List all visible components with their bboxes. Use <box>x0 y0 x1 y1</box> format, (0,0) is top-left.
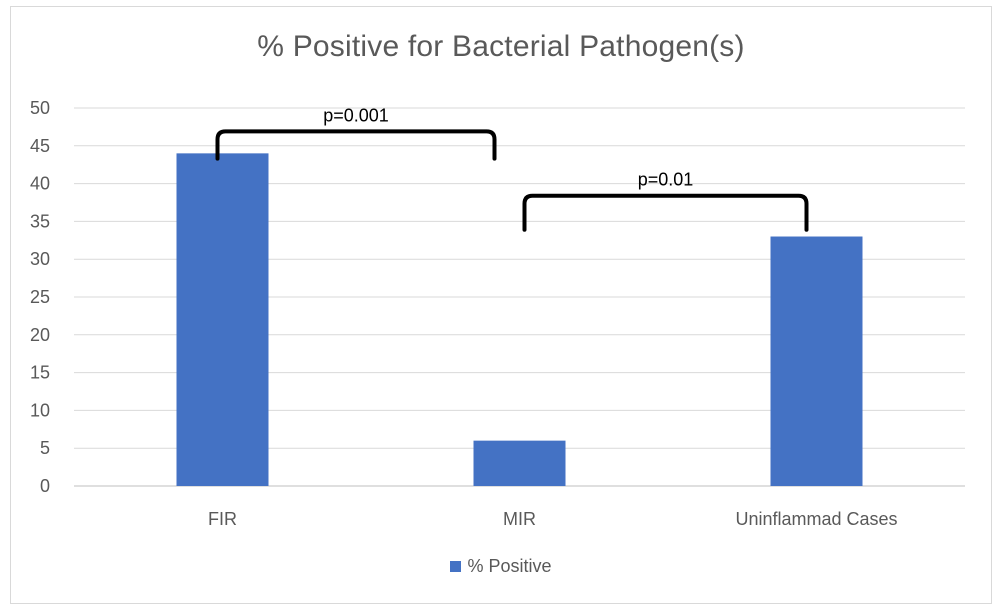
x-category-label: Uninflammad Cases <box>735 509 897 529</box>
y-tick-label: 30 <box>30 249 50 269</box>
y-tick-label: 15 <box>30 363 50 383</box>
legend: % Positive <box>0 556 1002 577</box>
significance-bracket <box>215 129 497 161</box>
chart-title: % Positive for Bacterial Pathogen(s) <box>257 30 745 63</box>
legend-label: % Positive <box>467 556 552 576</box>
bar-fir <box>176 153 269 487</box>
significance-bracket <box>522 193 809 232</box>
y-tick-label: 40 <box>30 174 50 194</box>
x-category-label: FIR <box>208 509 237 529</box>
y-tick-label: 10 <box>30 400 50 420</box>
legend-swatch <box>450 561 462 572</box>
p-value-label: p=0.001 <box>323 105 389 125</box>
y-tick-label: 0 <box>40 476 50 496</box>
p-value-label: p=0.01 <box>638 170 694 190</box>
y-tick-label: 50 <box>30 98 50 118</box>
y-tick-label: 5 <box>40 438 50 458</box>
y-tick-label: 20 <box>30 325 50 345</box>
y-tick-label: 45 <box>30 136 50 156</box>
bar-mir <box>473 440 566 486</box>
x-category-label: MIR <box>503 509 536 529</box>
y-tick-label: 25 <box>30 287 50 307</box>
bar-uninflammad-cases <box>770 236 863 486</box>
y-tick-label: 35 <box>30 211 50 231</box>
